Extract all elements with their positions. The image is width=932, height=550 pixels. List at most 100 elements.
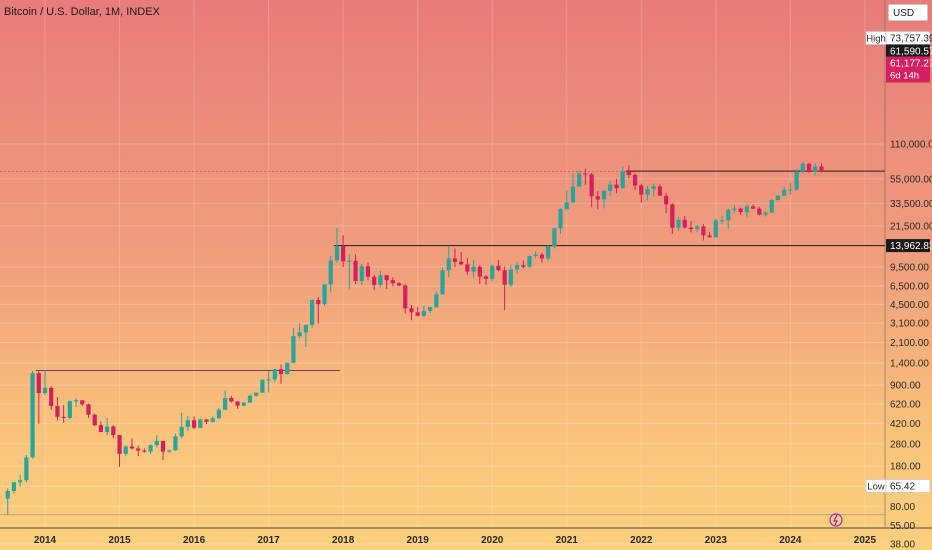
candle-body [421,310,426,316]
candle-body [514,265,520,270]
tradingview-logo-icon [829,513,843,527]
candle-body [30,373,35,458]
candle-body [645,188,650,195]
candle-body [254,392,259,396]
candle-body [813,166,818,172]
candle-body [527,255,532,267]
candle-body [403,285,408,309]
candle-body [757,208,762,215]
candle-body [123,446,128,454]
candle-body [409,308,414,313]
time-axis[interactable]: 2014 2015 2016 2017 2018 2019 2020 2021 2022 2023… [34,535,877,546]
candle-body [235,401,240,406]
candle-body [806,163,812,172]
candle-body [67,401,72,418]
candle-body [185,420,190,427]
candle-body [577,173,582,187]
x-tick-label: 2018 [332,535,355,546]
candle-body [359,266,364,281]
y-tick-label: 280.00 [890,439,921,450]
candle-body [341,245,346,262]
candle-body [794,171,799,190]
candle-body [446,258,451,271]
candle-body [210,418,215,422]
high-label: 73,757.39 [890,34,932,45]
candle-body [533,254,538,256]
candle-body [136,448,141,451]
candle-body [713,220,718,238]
candle-body [614,184,619,189]
price-label-tag: Low [867,482,885,493]
candle-body [800,163,805,172]
y-tick-label: 55.00 [890,521,915,532]
candle-body [179,426,184,437]
candle-body [198,419,203,428]
candle-body [24,457,29,481]
candle-body [769,199,774,213]
currency-button[interactable]: USD [888,4,928,21]
x-tick-label: 2025 [854,535,877,546]
candle-body [297,332,302,337]
candle-body [285,362,290,375]
level-label-box [886,239,930,253]
candle-body [86,404,91,415]
price-axis[interactable]: 110,000.00 55,000.00 33,500.00 21,500.00 9,5… [890,140,932,550]
candle-body [589,174,594,197]
y-tick-label: 38.00 [890,540,915,550]
candle-body [328,260,333,285]
candle-body [372,276,377,285]
candle-body [452,258,458,262]
candle-body [682,219,687,228]
y-tick-label: 110,000.00 [890,140,932,151]
candle-body [570,186,576,203]
y-tick-label: 180.00 [890,461,921,472]
candle-body [508,269,513,285]
candle-body [701,226,706,236]
price-label-tag: High [866,34,886,45]
y-tick-label: 2,100.00 [890,338,929,349]
candle-body [471,266,476,272]
candle-body [651,186,656,189]
y-tick-label: 620.00 [890,399,921,410]
candle-body [496,265,501,271]
candle-body [564,202,569,209]
candle-body [558,208,563,229]
candle-body [73,400,79,402]
y-tick-label: 55,000.00 [890,174,932,185]
candle-body [42,387,48,394]
candle-body [167,450,172,452]
y-tick-label: 420.00 [890,419,921,430]
candle-body [664,195,669,205]
candle-body [688,227,694,230]
candle-body [670,204,675,228]
horizontal-levels [0,170,885,516]
candle-body [111,426,116,436]
candle-body [378,275,383,285]
candle-body [80,400,85,405]
x-tick-label: 2015 [108,535,131,546]
x-tick-label: 2017 [257,535,280,546]
candle-body [390,280,395,284]
candle-body [750,206,756,209]
candle-body [744,206,749,213]
y-tick-label: 80.00 [890,502,915,513]
candle-body [303,324,308,333]
candle-body [105,426,110,433]
candle-body [595,196,600,200]
y-tick-label: 9,500.00 [890,262,929,273]
candle-body [763,212,768,215]
candle-body [191,420,197,428]
candle-body [546,246,551,259]
candle-body [459,261,464,265]
candle-body [49,387,54,407]
candle-body [291,336,296,363]
y-tick-label: 900.00 [890,381,921,392]
level-label: 61,590.57 [890,47,932,58]
candle-body [223,397,228,410]
candle-body [502,270,507,285]
candle-body [316,299,321,305]
y-tick-label: 3,100.00 [890,319,929,330]
candle-body [477,266,482,277]
